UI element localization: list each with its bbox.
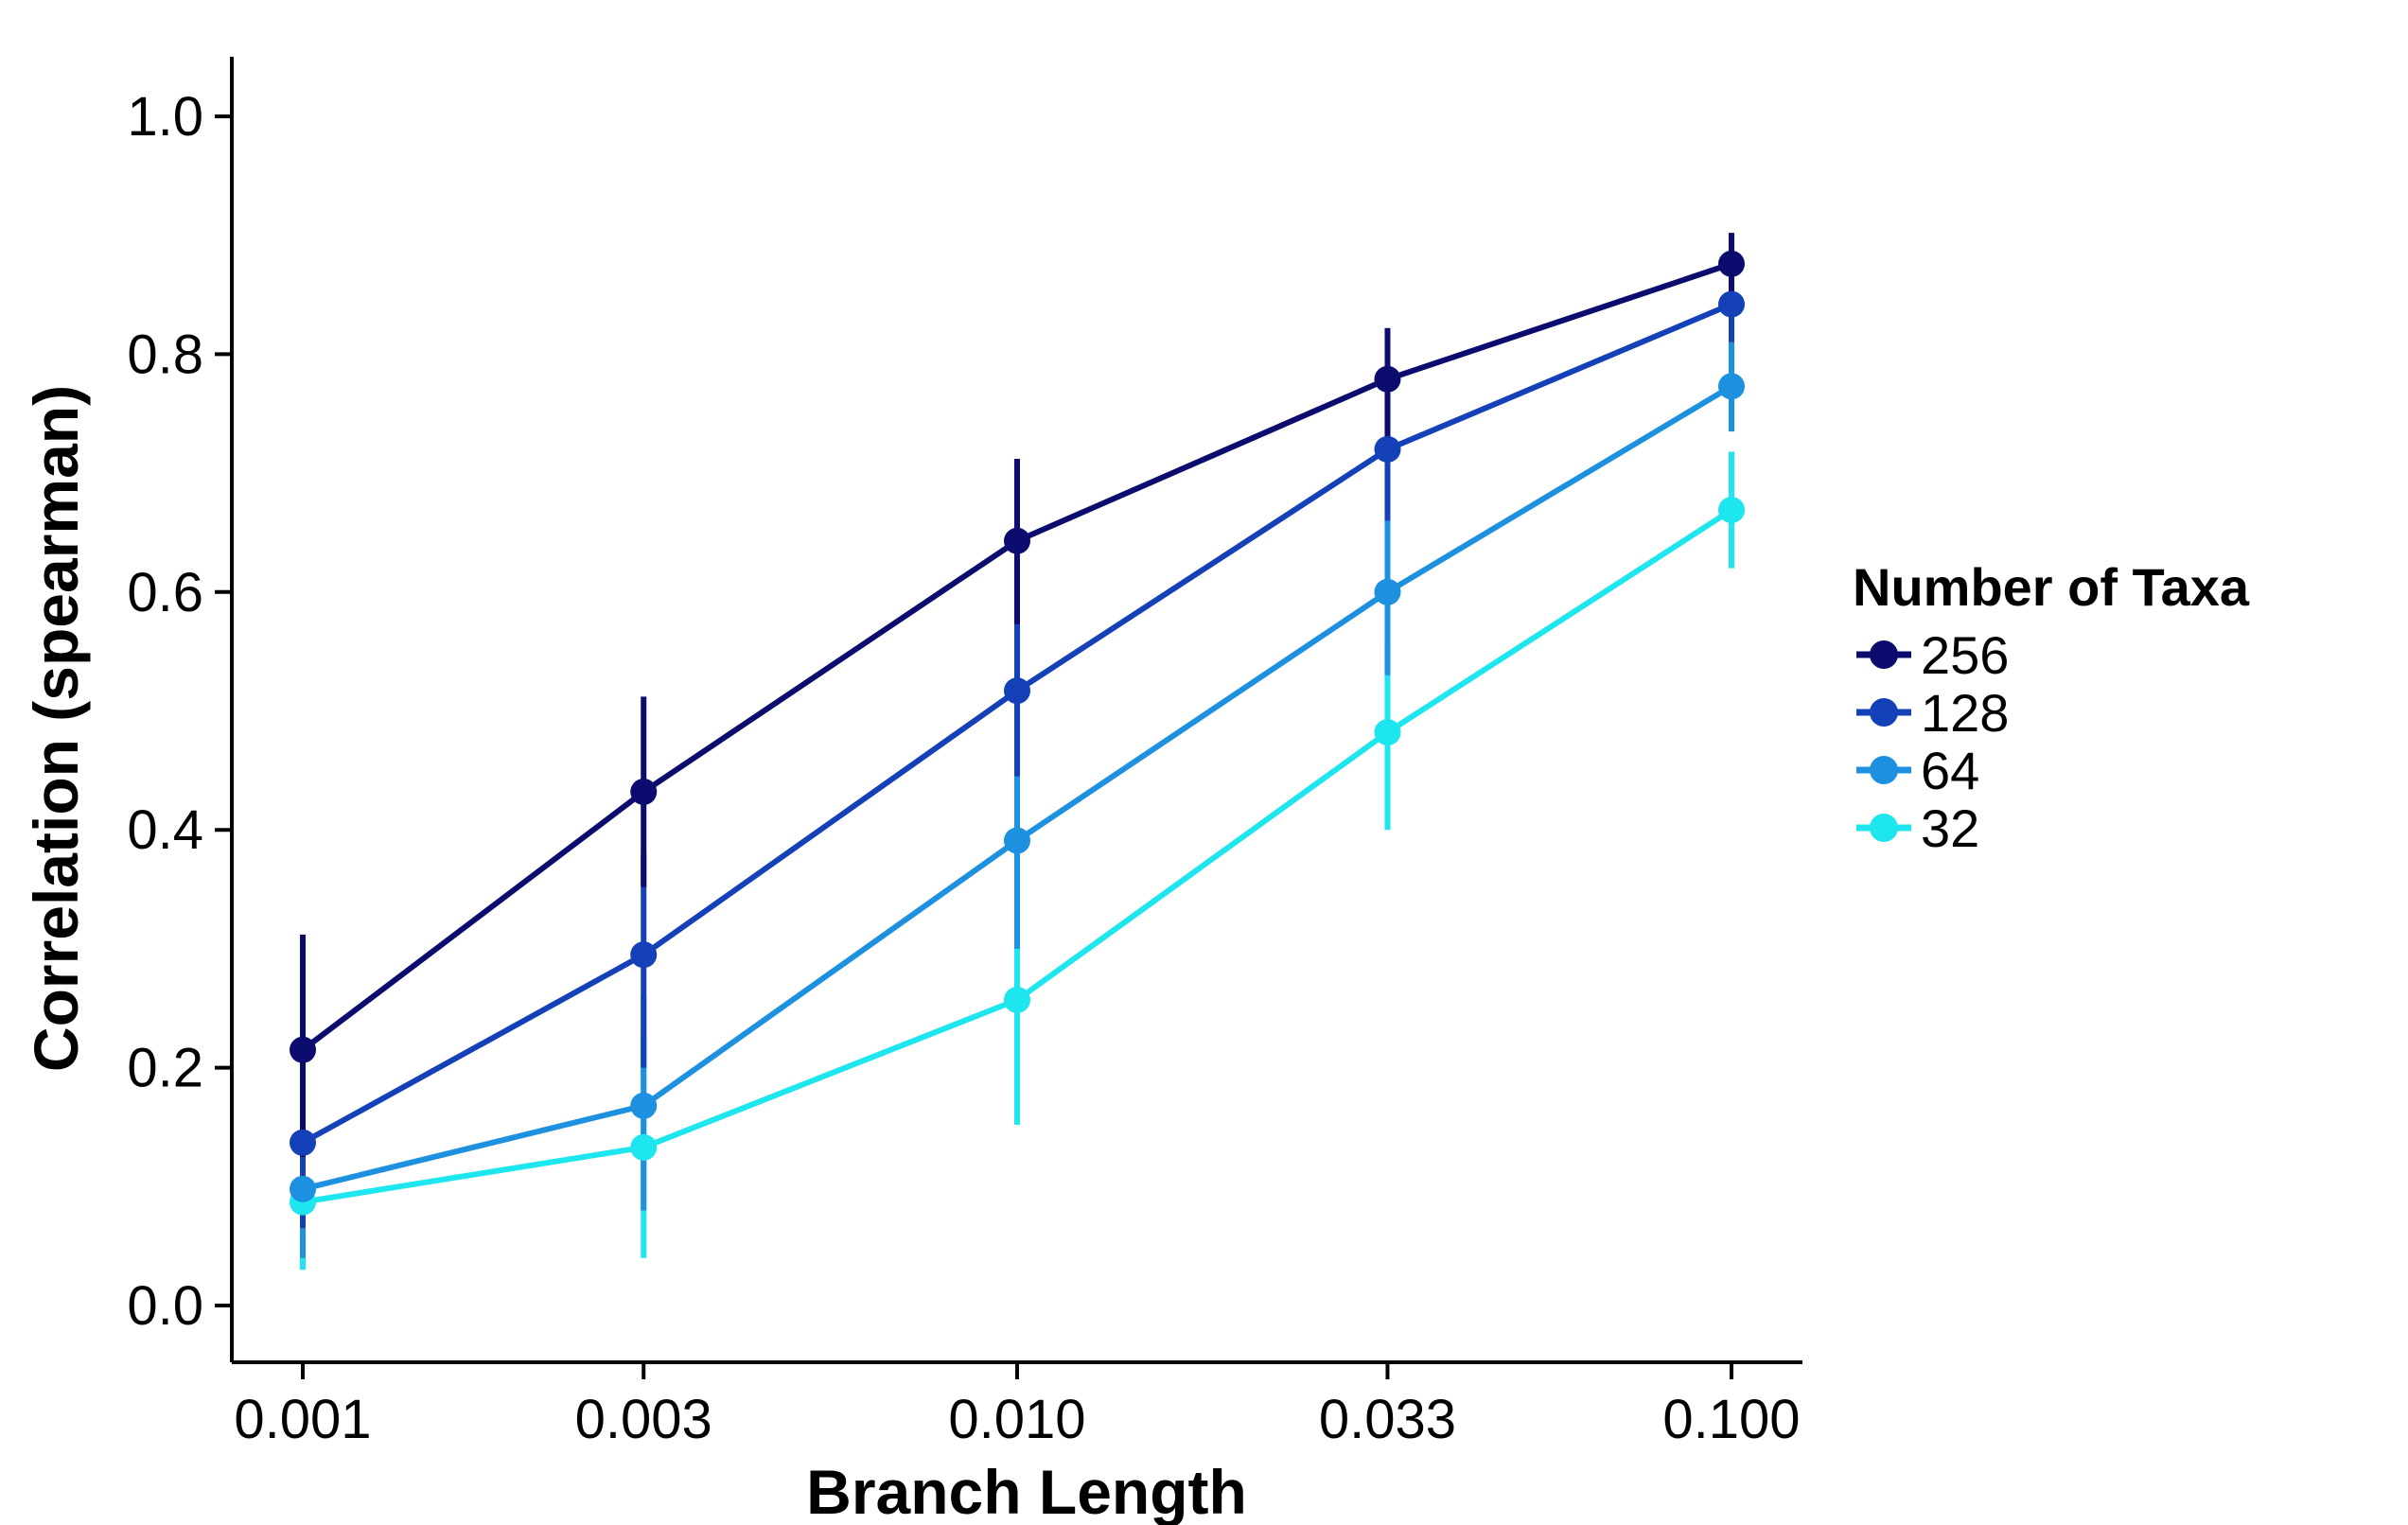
data-point-256 bbox=[1004, 527, 1030, 554]
y-tick-label: 0.4 bbox=[127, 799, 203, 861]
data-point-256 bbox=[1718, 250, 1745, 277]
x-tick-label: 0.001 bbox=[234, 1389, 371, 1450]
data-point-256 bbox=[630, 778, 658, 805]
data-point-128 bbox=[630, 941, 658, 969]
error-bars bbox=[300, 233, 1734, 1271]
data-point-128 bbox=[1374, 435, 1401, 463]
legend-title: Number of Taxa bbox=[1853, 557, 2250, 617]
legend-label-128: 128 bbox=[1921, 683, 2009, 743]
legend-key-marker-128 bbox=[1870, 698, 1898, 727]
axes: 0.0 0.2 0.4 0.6 0.8 1.0 0.001 0.003 0.010 0.033 0.… bbox=[127, 57, 1802, 1450]
y-tick-label: 1.0 bbox=[127, 86, 203, 148]
legend-label-32: 32 bbox=[1921, 798, 1979, 858]
data-point-128 bbox=[290, 1129, 316, 1156]
y-tick-label: 0.0 bbox=[127, 1275, 203, 1337]
data-point-32 bbox=[1374, 719, 1401, 746]
y-axis-title: Correlation (spearman) bbox=[21, 385, 91, 1072]
x-tick-label: 0.033 bbox=[1319, 1389, 1456, 1450]
data-point-64 bbox=[1718, 373, 1745, 400]
legend-key-marker-32 bbox=[1870, 814, 1898, 842]
data-point-128 bbox=[1004, 677, 1030, 705]
data-point-32 bbox=[630, 1133, 658, 1161]
data-points bbox=[290, 250, 1745, 1216]
y-tick-label: 0.6 bbox=[127, 562, 203, 623]
data-point-64 bbox=[290, 1175, 316, 1202]
x-axis-title: Branch Length bbox=[806, 1457, 1247, 1525]
x-tick-label: 0.100 bbox=[1662, 1389, 1800, 1450]
data-point-128 bbox=[1718, 290, 1745, 318]
x-tick-label: 0.003 bbox=[575, 1389, 712, 1450]
legend-key-marker-256 bbox=[1870, 640, 1898, 669]
legend-key-marker-64 bbox=[1870, 756, 1898, 784]
legend-label-256: 256 bbox=[1921, 625, 2009, 685]
data-point-64 bbox=[630, 1092, 658, 1119]
y-tick-label: 0.8 bbox=[127, 324, 203, 385]
data-point-256 bbox=[1374, 365, 1401, 393]
data-point-256 bbox=[290, 1036, 316, 1063]
legend-label-64: 64 bbox=[1921, 741, 1979, 800]
data-point-32 bbox=[1004, 986, 1030, 1013]
data-point-64 bbox=[1004, 827, 1030, 854]
data-point-32 bbox=[1718, 497, 1745, 524]
y-tick-label: 0.2 bbox=[127, 1038, 203, 1099]
data-point-64 bbox=[1374, 578, 1401, 605]
x-tick-label: 0.010 bbox=[948, 1389, 1085, 1450]
